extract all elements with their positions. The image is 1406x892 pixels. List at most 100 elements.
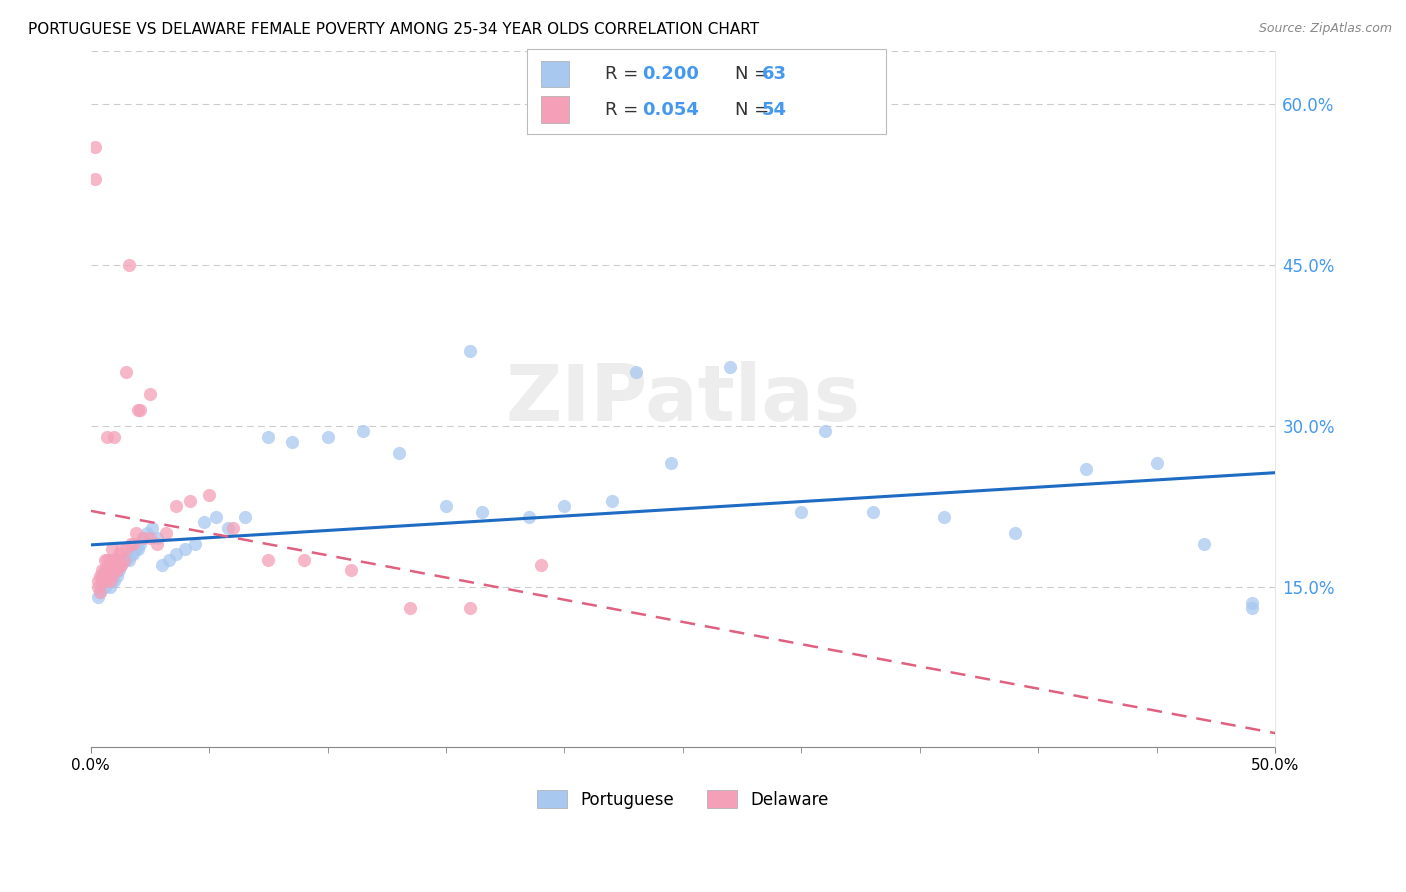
Point: [352, 424, 374, 438]
Point: [101, 569, 124, 583]
Point: [108, 564, 131, 578]
Point: [91, 564, 114, 578]
Point: [233, 509, 256, 524]
Point: [129, 537, 152, 551]
Point: [157, 553, 180, 567]
Point: [89, 585, 111, 599]
Point: [932, 509, 955, 524]
Point: [862, 504, 884, 518]
Text: R =: R =: [605, 101, 644, 119]
Point: [105, 553, 128, 567]
Point: [115, 542, 138, 557]
Point: [94, 574, 117, 589]
Point: [790, 504, 813, 518]
Point: [91, 569, 114, 583]
Point: [281, 434, 304, 449]
Point: [98, 574, 121, 589]
Point: [122, 537, 145, 551]
Point: [198, 488, 221, 502]
Point: [84, 172, 107, 186]
Point: [124, 526, 146, 541]
Text: 0.200: 0.200: [643, 65, 699, 83]
Point: [96, 564, 118, 578]
Point: [624, 365, 647, 379]
Point: [91, 574, 114, 589]
Point: [146, 537, 169, 551]
Point: [1192, 537, 1215, 551]
Point: [115, 365, 138, 379]
Point: [139, 386, 162, 401]
Point: [105, 569, 128, 583]
Point: [89, 569, 111, 583]
Point: [530, 558, 553, 573]
Point: [94, 553, 117, 567]
Point: [87, 574, 110, 589]
Point: [103, 558, 125, 573]
Point: [517, 509, 540, 524]
Point: [1146, 456, 1168, 470]
Point: [98, 564, 121, 578]
Point: [146, 532, 169, 546]
Text: 54: 54: [762, 101, 787, 119]
Point: [112, 553, 135, 567]
Point: [96, 569, 118, 583]
Legend: Portuguese, Delaware: Portuguese, Delaware: [530, 784, 835, 815]
Point: [115, 553, 138, 567]
Point: [110, 558, 132, 573]
Point: [165, 548, 187, 562]
Point: [718, 359, 741, 374]
Point: [179, 493, 201, 508]
Point: [101, 574, 124, 589]
Point: [89, 585, 111, 599]
Point: [814, 424, 837, 438]
Point: [110, 542, 132, 557]
Point: [117, 553, 139, 567]
Point: [96, 574, 118, 589]
Point: [132, 532, 155, 546]
Point: [96, 553, 118, 567]
Point: [122, 548, 145, 562]
Point: [458, 601, 481, 615]
Point: [112, 553, 135, 567]
Point: [132, 532, 155, 546]
Point: [340, 564, 363, 578]
Point: [600, 493, 623, 508]
Point: [91, 574, 114, 589]
Text: N =: N =: [735, 65, 775, 83]
Point: [87, 580, 110, 594]
Point: [94, 564, 117, 578]
Point: [120, 548, 142, 562]
Point: [110, 558, 132, 573]
Point: [316, 429, 339, 443]
Point: [257, 553, 280, 567]
Point: [193, 515, 215, 529]
Point: [184, 537, 207, 551]
Point: [150, 558, 173, 573]
Text: N =: N =: [735, 101, 775, 119]
Point: [94, 580, 117, 594]
Point: [87, 591, 110, 605]
Point: [165, 499, 187, 513]
Point: [659, 456, 682, 470]
Point: [84, 140, 107, 154]
Point: [1240, 601, 1263, 615]
Point: [108, 558, 131, 573]
Point: [399, 601, 422, 615]
Point: [139, 532, 162, 546]
Point: [103, 553, 125, 567]
Point: [222, 521, 245, 535]
Point: [129, 402, 152, 417]
Point: [388, 445, 411, 459]
Point: [120, 537, 142, 551]
Point: [127, 402, 149, 417]
Text: 63: 63: [762, 65, 787, 83]
Text: 0.054: 0.054: [643, 101, 699, 119]
Point: [553, 499, 575, 513]
Point: [94, 569, 117, 583]
Point: [105, 564, 128, 578]
Text: PORTUGUESE VS DELAWARE FEMALE POVERTY AMONG 25-34 YEAR OLDS CORRELATION CHART: PORTUGUESE VS DELAWARE FEMALE POVERTY AM…: [28, 22, 759, 37]
Point: [96, 564, 118, 578]
Point: [101, 542, 124, 557]
Point: [127, 542, 149, 557]
Point: [96, 429, 118, 443]
